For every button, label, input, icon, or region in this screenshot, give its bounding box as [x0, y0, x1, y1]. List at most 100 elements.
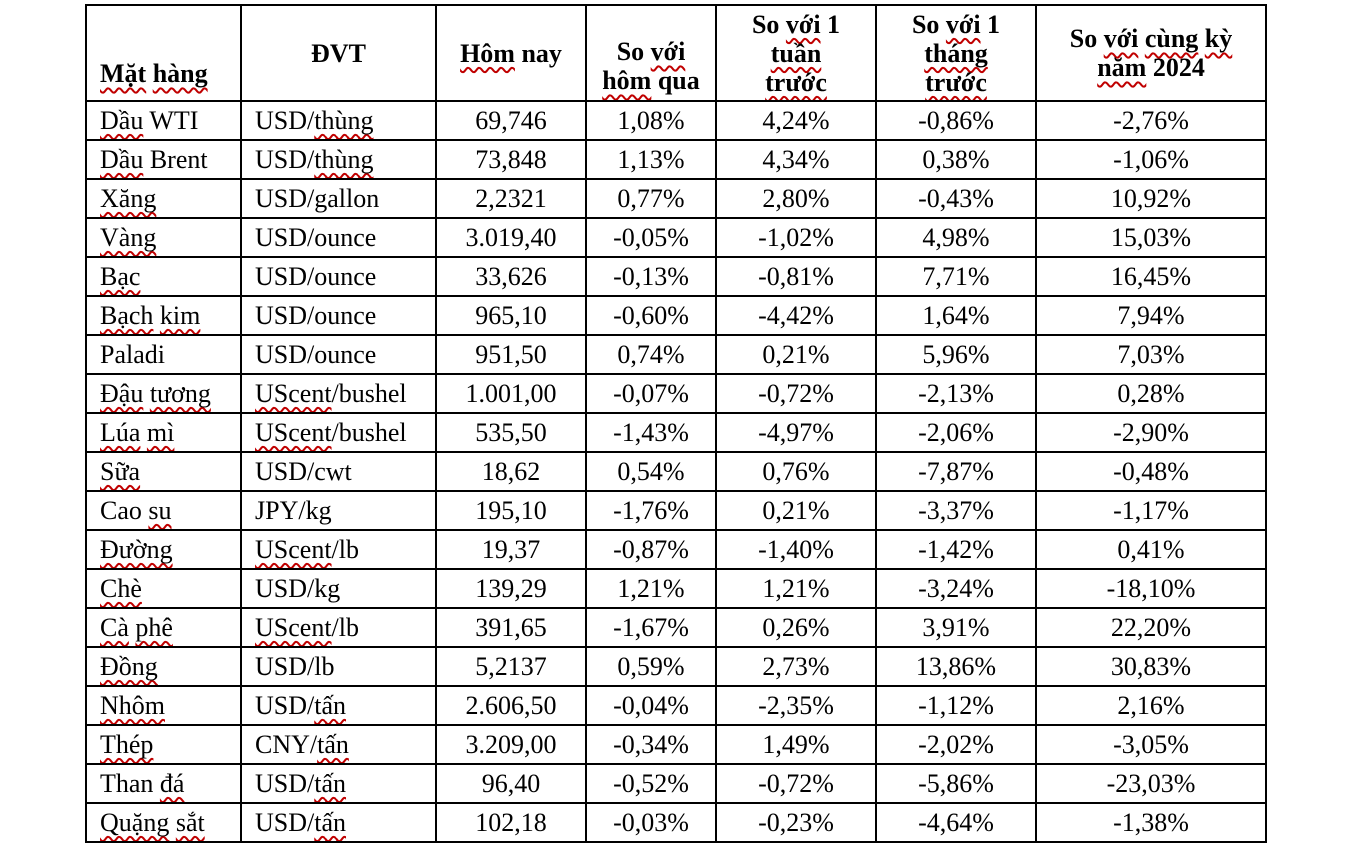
cell-unit: UScent/lb [240, 529, 437, 570]
cell-today: 3.019,40 [435, 217, 587, 258]
cell-vs-1-week: 0,21% [715, 490, 877, 531]
cell-today: 3.209,00 [435, 724, 587, 765]
cell-unit: USD/thùng [240, 100, 437, 141]
cell-vs-yesterday: -0,52% [585, 763, 717, 804]
spellcheck-squiggle: Xăng [100, 183, 157, 213]
column-header-today: Hôm nay [435, 4, 587, 102]
cell-vs-yesterday: -1,76% [585, 490, 717, 531]
cell-vs-yesterday: 0,74% [585, 334, 717, 375]
cell-vs-2024: 22,20% [1035, 607, 1267, 648]
cell-vs-yesterday: 1,13% [585, 139, 717, 180]
cell-vs-1-week: 1,49% [715, 724, 877, 765]
cell-unit: USD/tấn [240, 763, 437, 804]
spellcheck-squiggle: cùng [1144, 24, 1199, 53]
cell-unit: USD/tấn [240, 685, 437, 726]
cell-vs-1-month: -4,64% [875, 802, 1037, 843]
cell-commodity: Quặng sắt [85, 802, 242, 843]
cell-vs-yesterday: -0,60% [585, 295, 717, 336]
cell-commodity: Đậu tương [85, 373, 242, 414]
column-header-vs-2024: So với cùng kỳ năm 2024 [1035, 4, 1267, 102]
cell-vs-1-month: -1,42% [875, 529, 1037, 570]
cell-vs-2024: 15,03% [1035, 217, 1267, 258]
cell-vs-2024: 10,92% [1035, 178, 1267, 219]
spellcheck-squiggle: hàng [152, 59, 208, 88]
cell-vs-2024: -0,48% [1035, 451, 1267, 492]
table-row: Chè USD/kg 139,29 1,21% 1,21% -3,24% -18,10% [85, 568, 1267, 609]
cell-vs-2024: 2,16% [1035, 685, 1267, 726]
cell-vs-yesterday: -0,07% [585, 373, 717, 414]
cell-commodity: Vàng [85, 217, 242, 258]
spellcheck-squiggle: hôm [602, 66, 652, 95]
table-row: Đường UScent/lb 19,37 -0,87% -1,40% -1,42% 0,4… [85, 529, 1267, 570]
spellcheck-squiggle: mì [146, 417, 175, 447]
cell-commodity: Nhôm [85, 685, 242, 726]
spellcheck-squiggle: với [945, 9, 981, 39]
cell-vs-2024: 7,03% [1035, 334, 1267, 375]
cell-commodity: Sữa [85, 451, 242, 492]
spellcheck-squiggle: su [148, 495, 172, 525]
spellcheck-squiggle: Bạc [100, 261, 141, 291]
table-row: Nhôm USD/tấn 2.606,50 -0,04% -2,35% -1,12% 2,1… [85, 685, 1267, 726]
spellcheck-squiggle: với [785, 9, 821, 39]
column-header-vs-yesterday: So với hôm qua [585, 4, 717, 102]
spellcheck-squiggle: Đồng [100, 651, 158, 681]
table-row: Lúa mì UScent/bushel 535,50 -1,43% -4,97% -2,… [85, 412, 1267, 453]
cell-unit: USD/ounce [240, 217, 437, 258]
cell-vs-1-week: -0,23% [715, 802, 877, 843]
table-row: Dầu WTI USD/thùng 69,746 1,08% 4,24% -0,86% -2… [85, 100, 1267, 141]
spellcheck-squiggle: tấn [317, 729, 349, 759]
cell-vs-1-week: 4,24% [715, 100, 877, 141]
cell-unit: UScent/bushel [240, 412, 437, 453]
cell-commodity: Bạc [85, 256, 242, 297]
spellcheck-squiggle: Cà [100, 612, 129, 642]
cell-vs-1-month: 5,96% [875, 334, 1037, 375]
spellcheck-squiggle: kim [159, 300, 201, 330]
cell-vs-2024: -2,90% [1035, 412, 1267, 453]
cell-today: 391,65 [435, 607, 587, 648]
table-row: Bạc USD/ounce 33,626 -0,13% -0,81% 7,71% 16,45… [85, 256, 1267, 297]
cell-unit: USD/ounce [240, 334, 437, 375]
spellcheck-squiggle: kỳ [1204, 24, 1233, 53]
cell-unit: USD/kg [240, 568, 437, 609]
cell-today: 96,40 [435, 763, 587, 804]
cell-commodity: Cà phê [85, 607, 242, 648]
cell-vs-1-month: -2,13% [875, 373, 1037, 414]
cell-vs-2024: 30,83% [1035, 646, 1267, 687]
spellcheck-squiggle: Nhôm [100, 690, 165, 720]
spellcheck-squiggle: thùng [314, 144, 374, 174]
table-row: Đậu tương UScent/bushel 1.001,00 -0,07% -0,7… [85, 373, 1267, 414]
cell-vs-1-week: -2,35% [715, 685, 877, 726]
cell-vs-2024: -2,76% [1035, 100, 1267, 141]
spellcheck-squiggle: UScent [255, 417, 332, 447]
cell-commodity: Than đá [85, 763, 242, 804]
cell-vs-yesterday: -0,04% [585, 685, 717, 726]
spellcheck-squiggle: UScent [255, 534, 332, 564]
table-body: Dầu WTI USD/thùng 69,746 1,08% 4,24% -0,86% -2… [85, 100, 1267, 843]
column-header-commodity: Mặt hàng [85, 4, 242, 102]
cell-vs-1-month: 0,38% [875, 139, 1037, 180]
cell-today: 535,50 [435, 412, 587, 453]
cell-commodity: Lúa mì [85, 412, 242, 453]
spellcheck-squiggle: thùng [314, 105, 374, 135]
cell-commodity: Paladi [85, 334, 242, 375]
spellcheck-squiggle: Hôm [460, 38, 515, 68]
spellcheck-squiggle: sắt [175, 807, 205, 837]
cell-vs-1-month: -0,43% [875, 178, 1037, 219]
column-header-vs-1-month: So với 1 tháng trước [875, 4, 1037, 102]
cell-today: 18,62 [435, 451, 587, 492]
cell-vs-1-week: 0,21% [715, 334, 877, 375]
cell-vs-yesterday: -1,67% [585, 607, 717, 648]
cell-vs-1-month: -2,06% [875, 412, 1037, 453]
cell-vs-1-week: 2,80% [715, 178, 877, 219]
spellcheck-squiggle: trước [925, 67, 987, 97]
table-row: Quặng sắt USD/tấn 102,18 -0,03% -0,23% -4,64%… [85, 802, 1267, 843]
cell-vs-yesterday: -0,13% [585, 256, 717, 297]
cell-today: 33,626 [435, 256, 587, 297]
cell-today: 965,10 [435, 295, 587, 336]
cell-today: 5,2137 [435, 646, 587, 687]
cell-unit: USD/gallon [240, 178, 437, 219]
